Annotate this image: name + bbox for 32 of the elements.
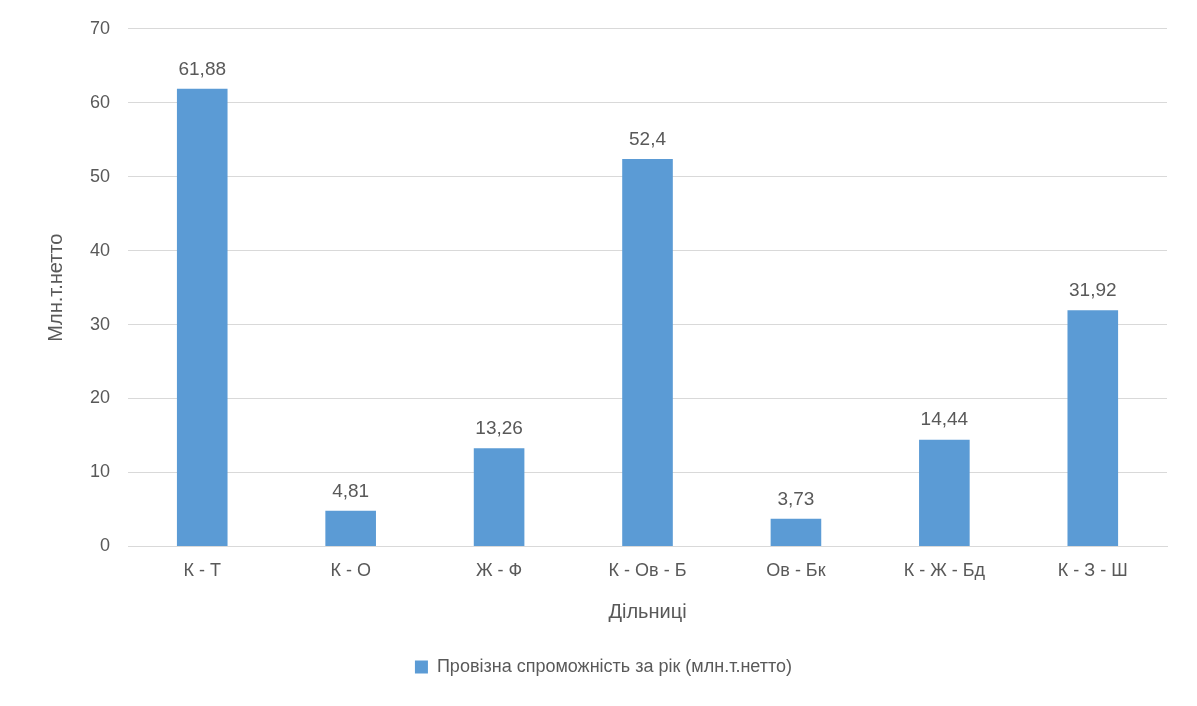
bar [176, 88, 228, 546]
bar [919, 439, 970, 546]
data-label: 31,92 [1069, 279, 1117, 301]
bar [1067, 310, 1119, 546]
y-tick-label: 50 [89, 165, 111, 186]
x-tick-label: К - З - Ш [1057, 560, 1128, 581]
data-label: 52,4 [629, 127, 667, 149]
y-tick-label: 60 [89, 91, 111, 112]
data-label: 4,81 [332, 479, 370, 501]
bar [473, 448, 525, 546]
y-tick-label: 30 [89, 313, 111, 334]
y-axis-title: Млн.т.нетто [43, 233, 66, 342]
data-label: 14,44 [920, 408, 969, 430]
x-tick-label: К - О [330, 560, 371, 581]
legend-label: Провізна спроможність за рік (млн.т.нетто) [436, 655, 793, 676]
y-tick-label: 10 [89, 461, 111, 482]
y-tick-label: 20 [89, 387, 111, 408]
data-label: 61,88 [178, 57, 227, 79]
bar [325, 510, 376, 546]
y-tick-label: 0 [100, 535, 111, 556]
y-tick-label: 70 [89, 17, 111, 38]
data-label: 3,73 [777, 487, 815, 509]
x-axis-title: Дільниці [608, 599, 687, 622]
x-tick-label: К - Т [183, 560, 221, 581]
data-label: 13,26 [475, 417, 523, 439]
x-tick-label: Ов - Бк [766, 560, 826, 581]
x-tick-label: Ж - Ф [475, 560, 523, 581]
bar [622, 158, 673, 546]
x-tick-label: К - Ж - Бд [903, 560, 986, 581]
x-tick-label: К - Ов - Б [608, 560, 687, 581]
y-tick-label: 40 [89, 239, 111, 260]
bar [770, 518, 822, 546]
